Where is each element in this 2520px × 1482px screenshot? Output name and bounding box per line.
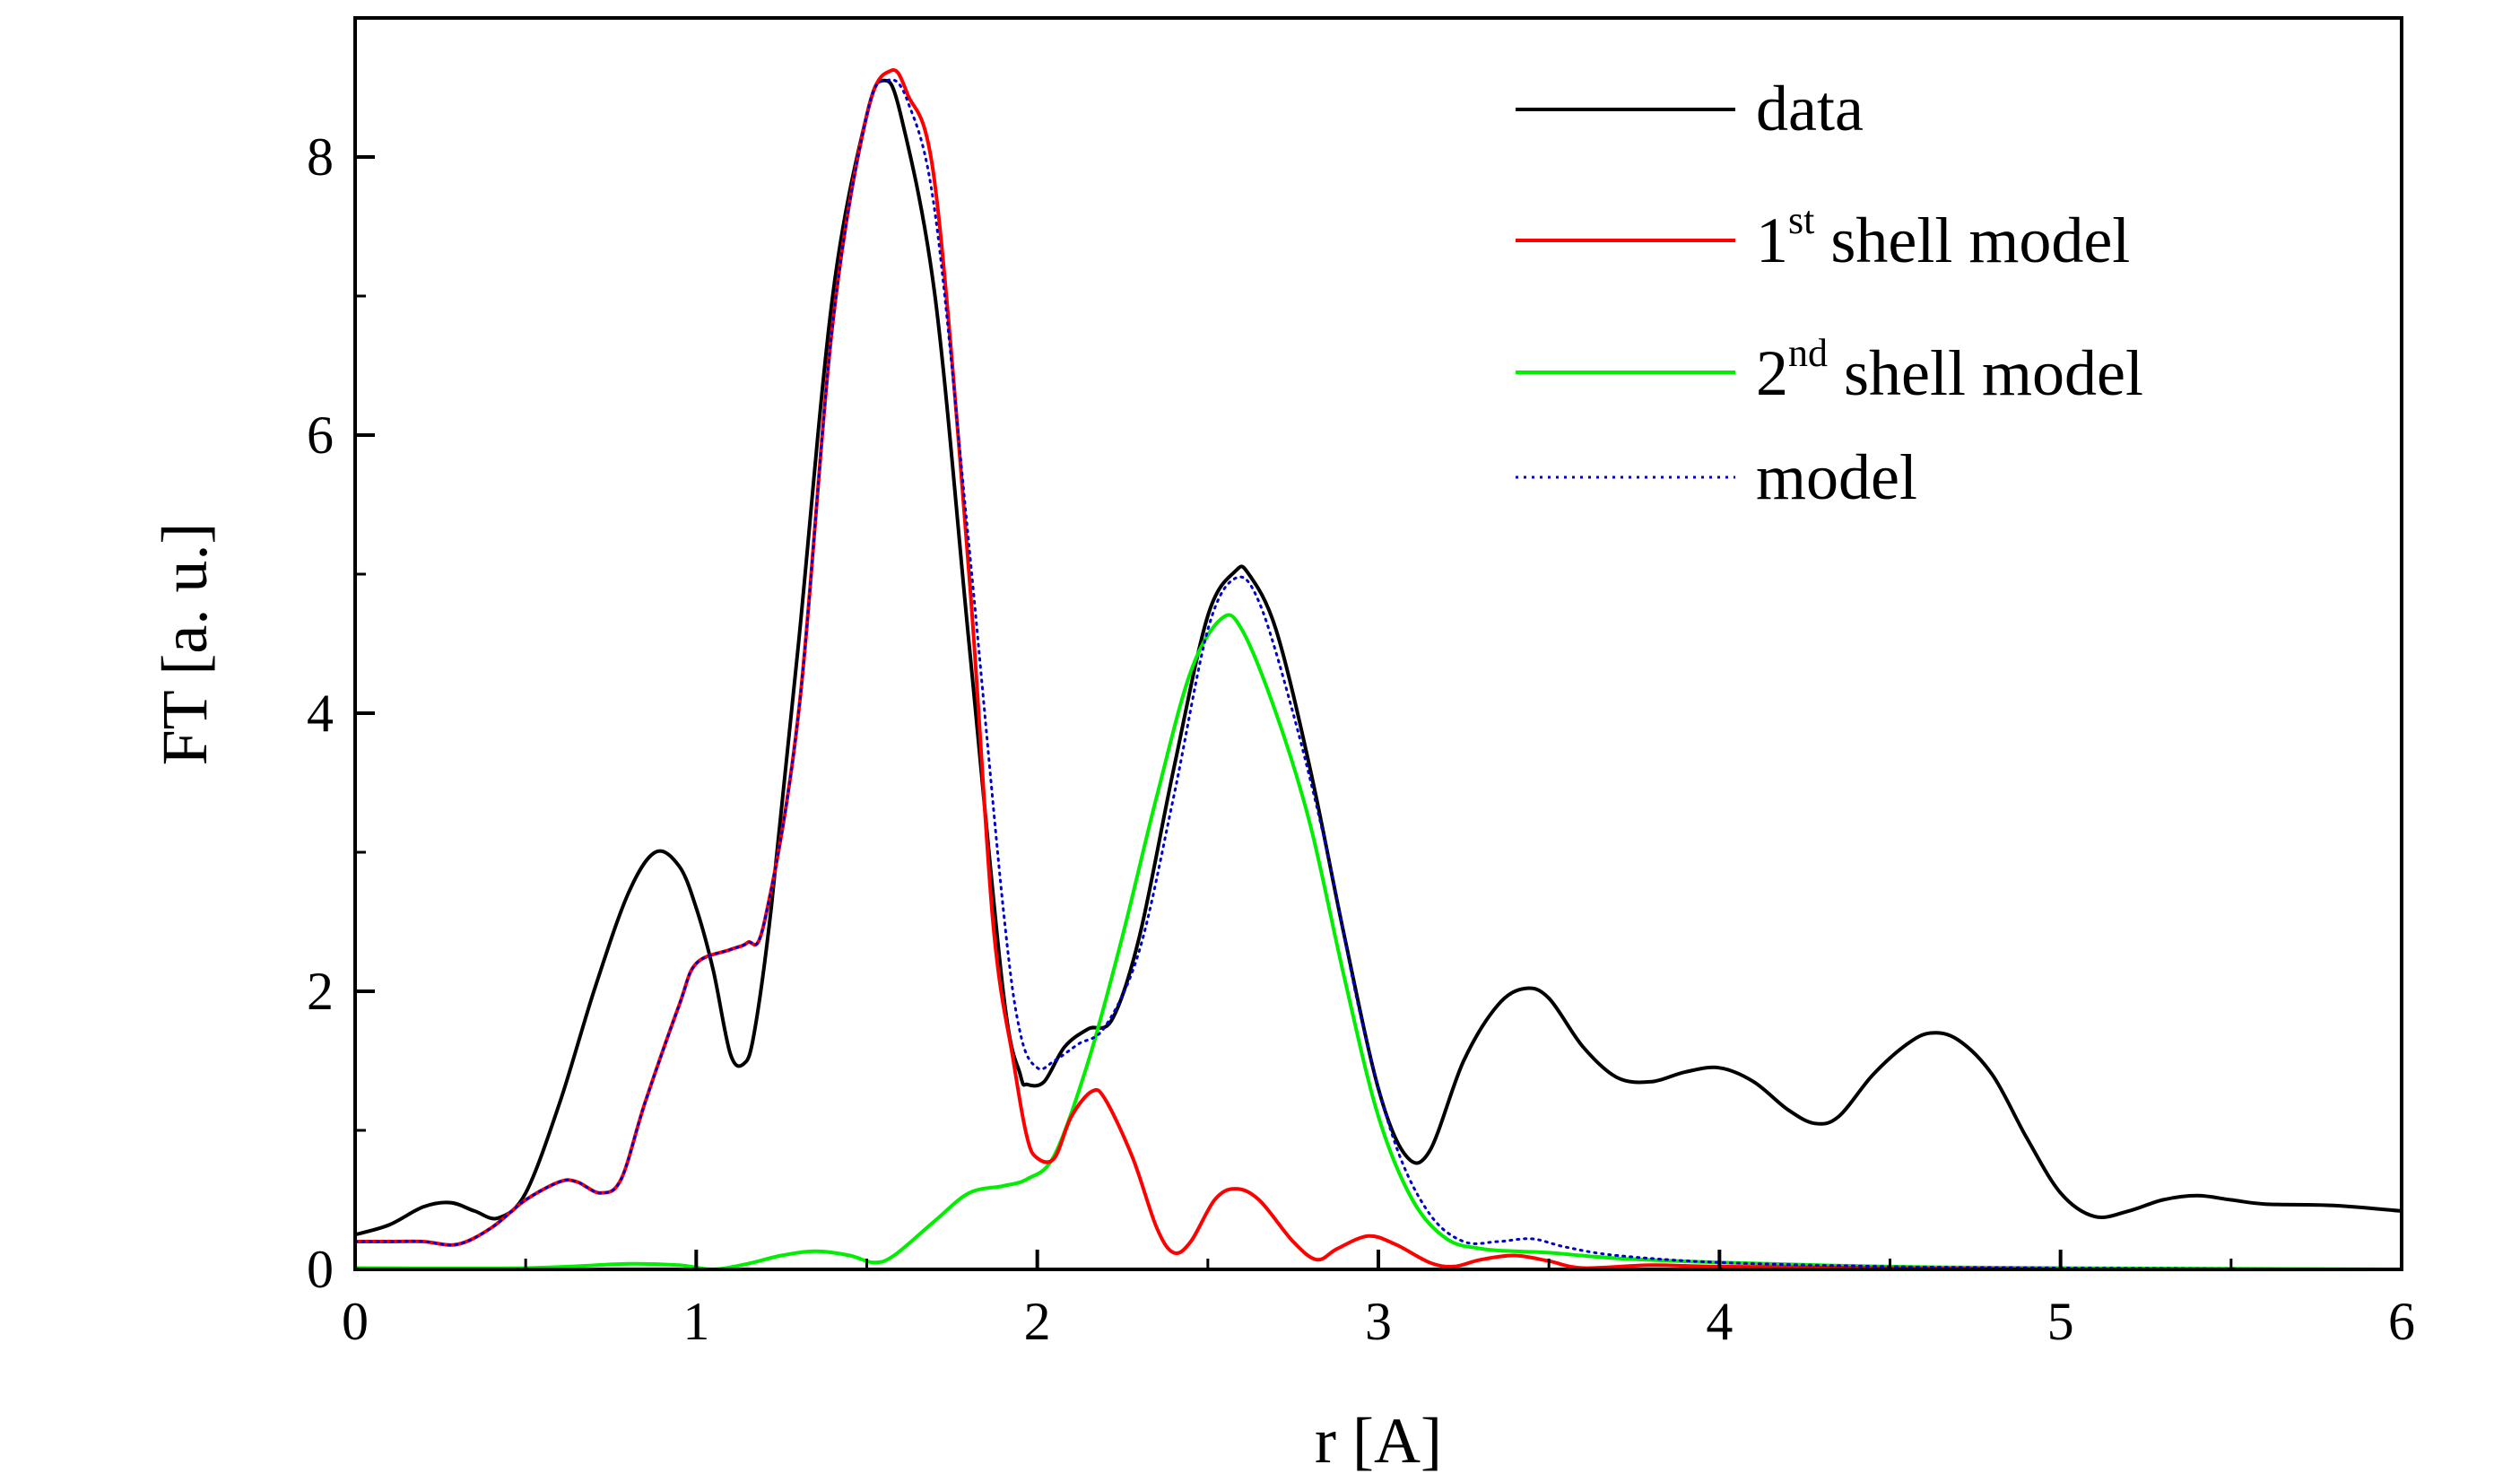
ticks-layer: 0 1 2 3 4 5 6 0 2 4 6 8 xyxy=(307,127,2415,1351)
x-tick-label: 2 xyxy=(1024,1292,1051,1351)
legend-first-shell-rest: shell model xyxy=(1814,205,2130,276)
legend-first-shell-num: 1 xyxy=(1756,205,1788,276)
legend-label-model: model xyxy=(1756,441,1917,513)
y-tick-label: 8 xyxy=(307,127,334,187)
y-axis-title: FT [a. u.] xyxy=(149,523,221,766)
x-tick-label: 1 xyxy=(682,1292,709,1351)
x-axis-title: r [A] xyxy=(1315,1405,1442,1477)
x-tick-label: 5 xyxy=(2047,1292,2074,1351)
series-line-2nd-shell-model xyxy=(353,613,2403,1272)
legend-first-shell-sup: st xyxy=(1788,198,1814,242)
y-tick-label: 4 xyxy=(307,684,334,743)
legend-second-shell-num: 2 xyxy=(1756,337,1788,409)
legend-label-first-shell: 1st shell model xyxy=(1756,198,2130,276)
legend: data 1st shell model 2nd shell model mod… xyxy=(1516,73,2143,513)
y-tick-label: 2 xyxy=(307,962,334,1021)
legend-second-shell-rest: shell model xyxy=(1828,337,2143,409)
x-tick-label: 0 xyxy=(342,1292,369,1351)
y-tick-label: 6 xyxy=(307,405,334,465)
y-tick-label: 0 xyxy=(307,1240,334,1299)
legend-label-data: data xyxy=(1756,73,1864,144)
x-tick-label: 3 xyxy=(1365,1292,1392,1351)
series-layer xyxy=(353,68,2403,1272)
x-tick-label: 6 xyxy=(2388,1292,2415,1351)
legend-label-second-shell: 2nd shell model xyxy=(1756,331,2143,409)
legend-second-shell-sup: nd xyxy=(1788,331,1828,375)
series-line-data xyxy=(353,78,2403,1237)
x-tick-label: 4 xyxy=(1706,1292,1733,1351)
